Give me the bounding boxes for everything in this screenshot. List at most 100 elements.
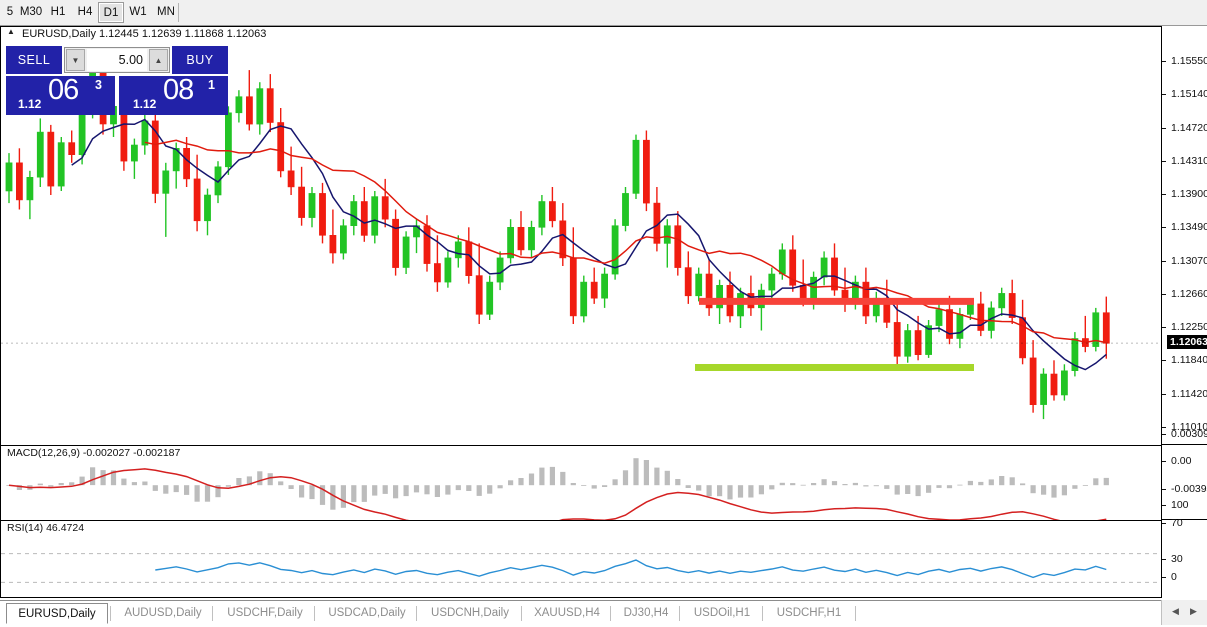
timeframe-d1[interactable]: D1: [98, 2, 124, 23]
tab-usdoil-h1[interactable]: USDOil,H1: [693, 607, 751, 619]
macd-histogram-bar: [852, 482, 858, 486]
macd-pane[interactable]: MACD(12,26,9) -0.002027 -0.002187: [1, 445, 1161, 520]
candle-body: [611, 225, 619, 275]
candle-body: [768, 273, 776, 291]
moving-average-fast: [71, 118, 1107, 371]
scale-divider: [1162, 444, 1207, 445]
macd-histogram-bar: [173, 485, 179, 493]
macd-histogram-bar: [434, 485, 440, 497]
timeframe-m30[interactable]: M30: [19, 6, 43, 18]
macd-histogram-bar: [706, 485, 712, 497]
macd-histogram-bar: [142, 481, 148, 486]
rsi-pane[interactable]: RSI(14) 46.4724: [1, 520, 1161, 598]
tab-usdcad-daily[interactable]: USDCAD,Daily: [328, 607, 406, 619]
macd-histogram-bar: [905, 485, 911, 494]
tab-usdchf-daily[interactable]: USDCHF,Daily: [227, 607, 303, 619]
price-pane[interactable]: [1, 41, 1161, 444]
timeframe-mn[interactable]: MN: [157, 6, 175, 18]
sell-price-display[interactable]: 1.12 06 3: [6, 76, 115, 115]
candle-body: [475, 275, 483, 315]
candle-body: [172, 148, 180, 172]
macd-histogram-bar: [194, 485, 200, 502]
candle-body: [308, 193, 316, 218]
candle-body: [580, 281, 588, 317]
timeframe-h1[interactable]: H1: [50, 6, 66, 18]
price-scale-label: 1.12660: [1171, 288, 1207, 300]
scroll-corner[interactable]: ◀ ▶: [1161, 600, 1207, 625]
macd-histogram-bar: [163, 485, 169, 494]
buy-price-display[interactable]: 1.12 08 1: [119, 76, 228, 115]
tab-separator: [416, 606, 417, 621]
timeframe-w1[interactable]: W1: [129, 6, 147, 18]
candle-body: [799, 285, 807, 299]
volume-input[interactable]: 5.00: [87, 49, 147, 71]
macd-histogram-bar: [643, 460, 649, 486]
macd-histogram-bar: [518, 478, 524, 486]
candle-body: [966, 303, 974, 315]
tab-usdchf-h1[interactable]: USDCHF,H1: [776, 607, 842, 619]
macd-histogram-bar: [257, 471, 263, 486]
price-tick: [1162, 128, 1166, 129]
macd-histogram-bar: [215, 485, 221, 498]
ohlc-header: ▲ EURUSD,Daily 1.12445 1.12639 1.11868 1…: [1, 27, 1175, 41]
one-click-trading-panel[interactable]: SELL ▼ 5.00 ▲ BUY 1.12 06 3 1.12 08 1: [6, 46, 228, 115]
candle-body: [998, 293, 1006, 309]
macd-histogram-bar: [309, 485, 315, 500]
candle-body: [663, 225, 671, 244]
volume-increment-icon[interactable]: ▲: [149, 49, 168, 71]
candle-body: [225, 112, 232, 168]
tab-usdcnh-daily[interactable]: USDCNH,Daily: [431, 607, 509, 619]
candle-body: [350, 201, 358, 227]
candle-body: [402, 236, 410, 268]
candle-body: [486, 281, 494, 315]
macd-histogram-bar: [717, 485, 723, 497]
price-tick: [1162, 360, 1166, 361]
candle-body: [684, 267, 692, 297]
rsi-tick: [1162, 577, 1166, 578]
macd-histogram-bar: [476, 485, 482, 496]
rsi-line: [155, 559, 1107, 579]
volume-decrement-icon[interactable]: ▼: [66, 49, 85, 71]
timeframe-5[interactable]: 5: [6, 6, 14, 18]
macd-histogram-bar: [351, 485, 357, 503]
candle-body: [57, 142, 65, 187]
candle-body: [528, 227, 535, 251]
timeframe-h4[interactable]: H4: [77, 6, 93, 18]
price-tick: [1162, 394, 1166, 395]
macd-histogram-bar: [622, 470, 629, 486]
collapse-triangle-icon[interactable]: ▲: [7, 27, 15, 36]
macd-histogram-bar: [957, 484, 963, 486]
tab-audusd-daily[interactable]: AUDUSD,Daily: [124, 607, 202, 619]
scroll-right-icon[interactable]: ▶: [1190, 606, 1197, 616]
scroll-left-icon[interactable]: ◀: [1172, 606, 1179, 616]
price-scale[interactable]: 1.15550 1.15140 1.14720 1.14310 1.13900 1.134…: [1161, 26, 1207, 598]
macd-histogram-bar: [455, 485, 461, 491]
sell-button[interactable]: SELL: [6, 46, 62, 74]
candle-body: [47, 131, 55, 187]
candle-body: [141, 120, 149, 146]
macd-histogram-bar: [821, 479, 827, 486]
candle-body: [601, 273, 608, 299]
macd-histogram-bar: [591, 485, 597, 489]
candle-body: [789, 249, 797, 286]
macd-histogram-bar: [69, 482, 75, 486]
macd-histogram-bar: [999, 476, 1005, 486]
tab-xauusd-h4[interactable]: XAUUSD,H4: [534, 607, 600, 619]
tab-eurusd-daily[interactable]: EURUSD,Daily: [6, 603, 108, 624]
macd-histogram-bar: [602, 485, 608, 487]
candle-body: [925, 325, 932, 355]
buy-button[interactable]: BUY: [172, 46, 228, 74]
current-price-label: 1.12063: [1167, 335, 1207, 349]
macd-histogram-bar: [90, 467, 96, 486]
macd-histogram-bar: [748, 485, 754, 498]
price-tick: [1162, 427, 1166, 428]
volume-stepper[interactable]: ▼ 5.00 ▲: [64, 47, 170, 73]
rsi-scale-label: 100: [1171, 499, 1189, 511]
macd-histogram-bar: [988, 479, 994, 486]
macd-histogram-bar: [1061, 485, 1067, 496]
tab-dj30-h4[interactable]: DJ30,H4: [623, 607, 669, 619]
price-tick: [1162, 61, 1166, 62]
candle-body: [277, 122, 285, 172]
macd-histogram-bar: [330, 485, 336, 510]
macd-histogram-bar: [100, 470, 106, 486]
